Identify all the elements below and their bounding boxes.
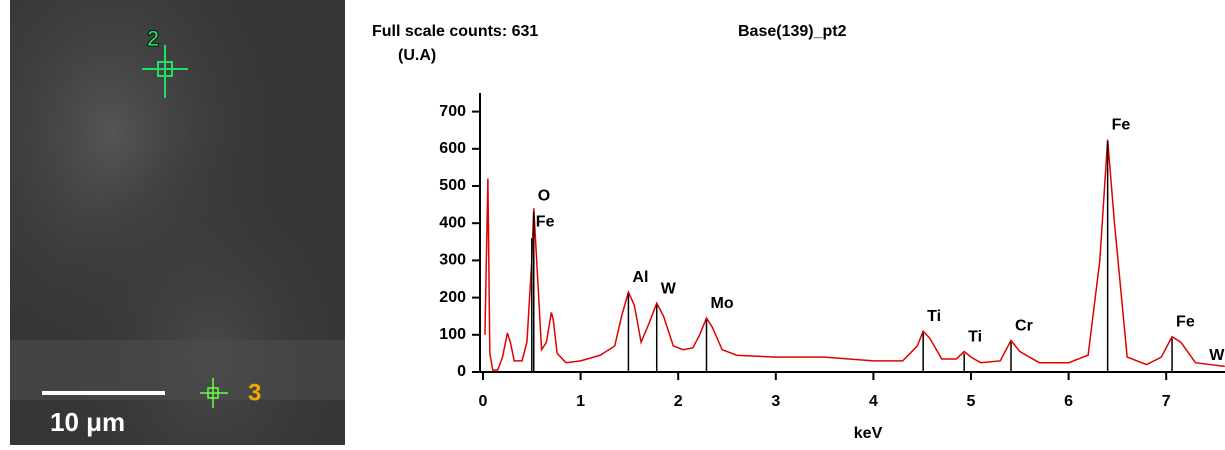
spectrum-line — [484, 139, 1225, 371]
y-tick-label: 200 — [439, 289, 466, 306]
x-tick-label: 7 — [1162, 393, 1171, 410]
marker-label: 3 — [248, 379, 261, 406]
peak-label: Ti — [968, 329, 982, 346]
image-texture — [10, 340, 345, 400]
marker — [200, 378, 228, 408]
x-tick-label: 3 — [771, 393, 780, 410]
chart-title: Full scale counts: 631 — [372, 23, 538, 40]
peak-label: Ti — [927, 308, 941, 325]
peak-label: Fe — [1112, 117, 1131, 134]
y-tick-label: 0 — [457, 363, 466, 380]
x-tick-label: 0 — [479, 393, 488, 410]
y-tick-label: 600 — [439, 140, 466, 157]
x-tick-label: 1 — [576, 393, 585, 410]
x-tick-label: 2 — [674, 393, 683, 410]
marker-label: 2 — [147, 26, 159, 51]
peak-label: Al — [632, 269, 648, 286]
y-tick-label: 400 — [439, 214, 466, 231]
sem-image: 2 3 10 μm — [10, 0, 345, 445]
x-tick-label: 6 — [1064, 393, 1073, 410]
peak-label: Fe — [1176, 314, 1195, 331]
peak-label: W — [661, 280, 677, 297]
peak-label: Cr — [1015, 317, 1033, 334]
peak-label: Fe — [536, 213, 555, 230]
scale-label: 10 μm — [50, 407, 125, 437]
y-tick-label: 500 — [439, 177, 466, 194]
chart-subtitle: Base(139)_pt2 — [738, 23, 847, 40]
peak-label: O — [538, 187, 550, 204]
y-tick-label: 300 — [439, 252, 466, 269]
y-tick-label: 700 — [439, 103, 466, 120]
x-tick-label: 5 — [967, 393, 976, 410]
x-axis-label: keV — [854, 425, 883, 442]
peak-label: Mo — [711, 295, 734, 312]
peak-label: W — [1209, 347, 1225, 364]
y-tick-label: 100 — [439, 326, 466, 343]
x-tick-label: 4 — [869, 393, 878, 410]
marker — [142, 45, 188, 98]
y-axis-label: (U.A) — [398, 47, 436, 64]
